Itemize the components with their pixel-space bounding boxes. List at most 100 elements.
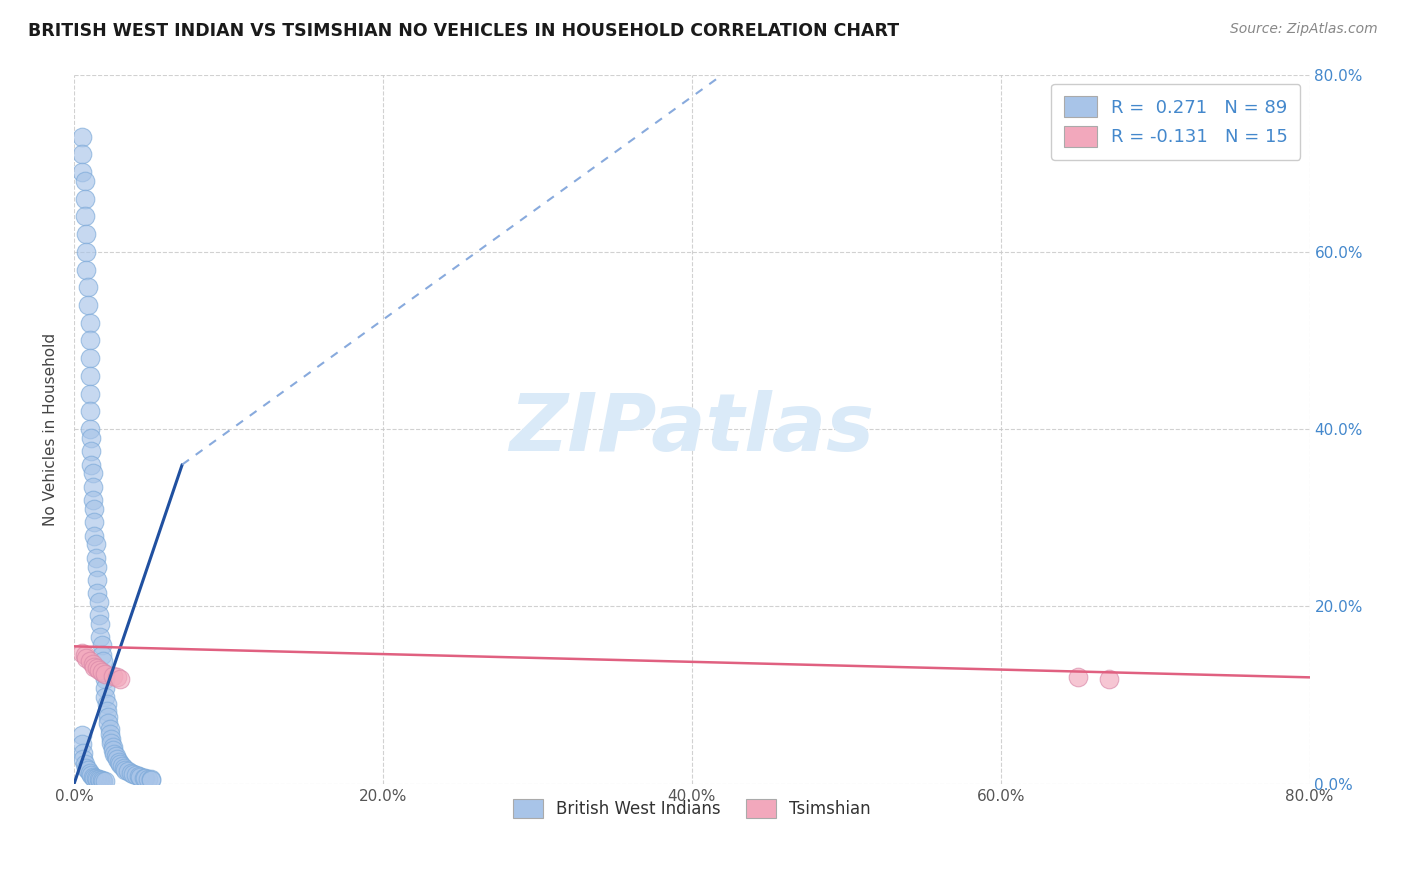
Point	[82, 657, 104, 671]
Legend: British West Indians, Tsimshian: British West Indians, Tsimshian	[506, 792, 877, 825]
Point	[79, 351, 101, 366]
Point	[75, 761, 97, 775]
Point	[84, 772, 107, 786]
Point	[97, 710, 120, 724]
Point	[82, 467, 104, 481]
Point	[98, 722, 121, 736]
Point	[96, 704, 118, 718]
Point	[90, 648, 112, 663]
Point	[141, 773, 163, 788]
Point	[97, 716, 120, 731]
Point	[132, 771, 155, 785]
Point	[87, 663, 110, 677]
Point	[84, 537, 107, 551]
Point	[128, 769, 150, 783]
Point	[114, 763, 136, 777]
Point	[79, 422, 101, 436]
Point	[80, 431, 103, 445]
Point	[136, 772, 159, 787]
Point	[86, 586, 108, 600]
Point	[70, 165, 93, 179]
Point	[105, 670, 128, 684]
Point	[94, 672, 117, 686]
Point	[83, 515, 105, 529]
Point	[79, 316, 101, 330]
Point	[108, 755, 131, 769]
Point	[79, 766, 101, 780]
Point	[111, 759, 134, 773]
Point	[100, 736, 122, 750]
Point	[110, 757, 132, 772]
Point	[101, 739, 124, 754]
Point	[89, 617, 111, 632]
Point	[83, 771, 105, 785]
Point	[82, 770, 104, 784]
Point	[1098, 672, 1121, 686]
Point	[94, 666, 117, 681]
Point	[86, 772, 108, 787]
Point	[73, 192, 96, 206]
Point	[77, 764, 100, 778]
Point	[112, 761, 135, 775]
Point	[86, 573, 108, 587]
Point	[82, 480, 104, 494]
Point	[79, 368, 101, 383]
Point	[80, 444, 103, 458]
Point	[75, 227, 97, 241]
Point	[79, 334, 101, 348]
Point	[105, 752, 128, 766]
Point	[93, 774, 115, 789]
Text: ZIPatlas: ZIPatlas	[509, 390, 875, 468]
Point	[103, 747, 125, 761]
Point	[79, 654, 101, 668]
Point	[73, 174, 96, 188]
Point	[83, 659, 105, 673]
Point	[75, 262, 97, 277]
Point	[77, 298, 100, 312]
Point	[98, 727, 121, 741]
Point	[94, 681, 117, 695]
Point	[70, 147, 93, 161]
Point	[80, 768, 103, 782]
Point	[89, 631, 111, 645]
Point	[93, 654, 115, 668]
Point	[89, 773, 111, 788]
Point	[75, 650, 97, 665]
Point	[101, 743, 124, 757]
Point	[70, 129, 93, 144]
Point	[75, 244, 97, 259]
Point	[70, 737, 93, 751]
Point	[77, 280, 100, 294]
Point	[80, 458, 103, 472]
Text: BRITISH WEST INDIAN VS TSIMSHIAN NO VEHICLES IN HOUSEHOLD CORRELATION CHART: BRITISH WEST INDIAN VS TSIMSHIAN NO VEHI…	[28, 22, 900, 40]
Point	[73, 757, 96, 772]
Point	[86, 661, 108, 675]
Point	[79, 404, 101, 418]
Point	[96, 697, 118, 711]
Point	[100, 731, 122, 746]
Point	[93, 665, 115, 680]
Point	[120, 766, 142, 780]
Point	[90, 638, 112, 652]
Point	[70, 646, 93, 660]
Point	[101, 668, 124, 682]
Text: Source: ZipAtlas.com: Source: ZipAtlas.com	[1230, 22, 1378, 37]
Point	[86, 559, 108, 574]
Point	[141, 772, 163, 787]
Point	[125, 768, 148, 782]
Point	[90, 773, 112, 788]
Point	[110, 672, 132, 686]
Point	[87, 595, 110, 609]
Point	[79, 386, 101, 401]
Point	[87, 772, 110, 787]
Point	[90, 665, 112, 679]
Point	[129, 770, 152, 784]
Point	[70, 728, 93, 742]
Point	[83, 502, 105, 516]
Point	[1067, 670, 1090, 684]
Point	[82, 493, 104, 508]
Point	[84, 550, 107, 565]
Point	[121, 767, 143, 781]
Point	[134, 772, 156, 786]
Point	[87, 608, 110, 623]
